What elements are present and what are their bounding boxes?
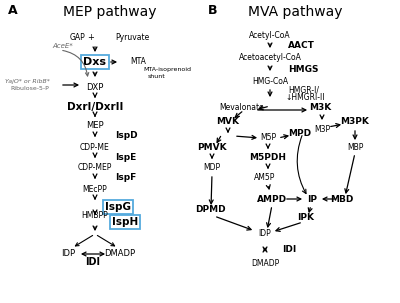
Text: HMG-CoA: HMG-CoA bbox=[252, 76, 288, 85]
Text: AceE*: AceE* bbox=[52, 43, 73, 49]
Text: AACT: AACT bbox=[288, 42, 315, 51]
Text: DPMD: DPMD bbox=[195, 205, 225, 215]
Text: M5PDH: M5PDH bbox=[250, 154, 286, 162]
Text: M3PK: M3PK bbox=[340, 118, 370, 126]
Text: MTA-isoprenoid: MTA-isoprenoid bbox=[143, 68, 191, 72]
Text: ↓HMGRI-II: ↓HMGRI-II bbox=[285, 94, 324, 102]
Text: CDP-ME: CDP-ME bbox=[80, 142, 110, 152]
Text: MPD: MPD bbox=[288, 128, 312, 138]
Text: IP: IP bbox=[307, 195, 317, 204]
Text: GAP: GAP bbox=[69, 34, 85, 42]
Text: MTA: MTA bbox=[130, 58, 146, 66]
Text: DMADP: DMADP bbox=[104, 249, 136, 258]
Text: MEP pathway: MEP pathway bbox=[63, 5, 157, 19]
Text: A: A bbox=[8, 4, 18, 16]
Text: B: B bbox=[208, 4, 218, 16]
Text: HMBPP: HMBPP bbox=[82, 211, 108, 219]
Text: IspG: IspG bbox=[105, 202, 131, 212]
Text: shunt: shunt bbox=[148, 75, 166, 79]
Text: MEcPP: MEcPP bbox=[83, 185, 107, 194]
Text: HMGS: HMGS bbox=[288, 65, 318, 74]
Text: YajO* or RibB*: YajO* or RibB* bbox=[5, 79, 50, 85]
Text: HMGR-I/: HMGR-I/ bbox=[288, 85, 319, 95]
Text: MVK: MVK bbox=[216, 118, 240, 126]
Text: Ribulose-5-P: Ribulose-5-P bbox=[10, 86, 49, 92]
Text: IspH: IspH bbox=[112, 217, 138, 227]
Text: PMVK: PMVK bbox=[197, 144, 227, 152]
Text: Dxs: Dxs bbox=[84, 57, 106, 67]
Text: MVA pathway: MVA pathway bbox=[248, 5, 342, 19]
Text: IDP: IDP bbox=[61, 249, 75, 258]
Text: Mevalonate: Mevalonate bbox=[220, 104, 264, 112]
Text: MBP: MBP bbox=[347, 142, 363, 152]
Text: M3K: M3K bbox=[309, 104, 331, 112]
Text: DXP: DXP bbox=[86, 82, 104, 92]
Text: M5P: M5P bbox=[260, 134, 276, 142]
Text: IPK: IPK bbox=[298, 214, 314, 222]
Text: Pyruvate: Pyruvate bbox=[115, 34, 149, 42]
Text: AM5P: AM5P bbox=[254, 174, 276, 182]
Text: DMADP: DMADP bbox=[251, 258, 279, 268]
Text: IspE: IspE bbox=[115, 152, 136, 161]
Text: MBD: MBD bbox=[330, 195, 354, 204]
Text: CDP-MEP: CDP-MEP bbox=[78, 164, 112, 172]
Text: MEP: MEP bbox=[86, 122, 104, 131]
Text: IDI: IDI bbox=[282, 245, 296, 255]
Text: MDP: MDP bbox=[204, 164, 220, 172]
Text: AMPD: AMPD bbox=[257, 195, 287, 204]
Text: M3P: M3P bbox=[314, 125, 330, 134]
Text: IspD: IspD bbox=[115, 132, 138, 141]
Text: IspF: IspF bbox=[115, 174, 136, 182]
Text: IDI: IDI bbox=[86, 257, 100, 267]
Text: DxrI/DxrII: DxrI/DxrII bbox=[67, 102, 123, 112]
Text: +: + bbox=[88, 34, 94, 42]
Text: IDP: IDP bbox=[259, 228, 271, 238]
Text: Acetoacetyl-CoA: Acetoacetyl-CoA bbox=[238, 54, 302, 62]
Text: Acetyl-CoA: Acetyl-CoA bbox=[249, 31, 291, 39]
